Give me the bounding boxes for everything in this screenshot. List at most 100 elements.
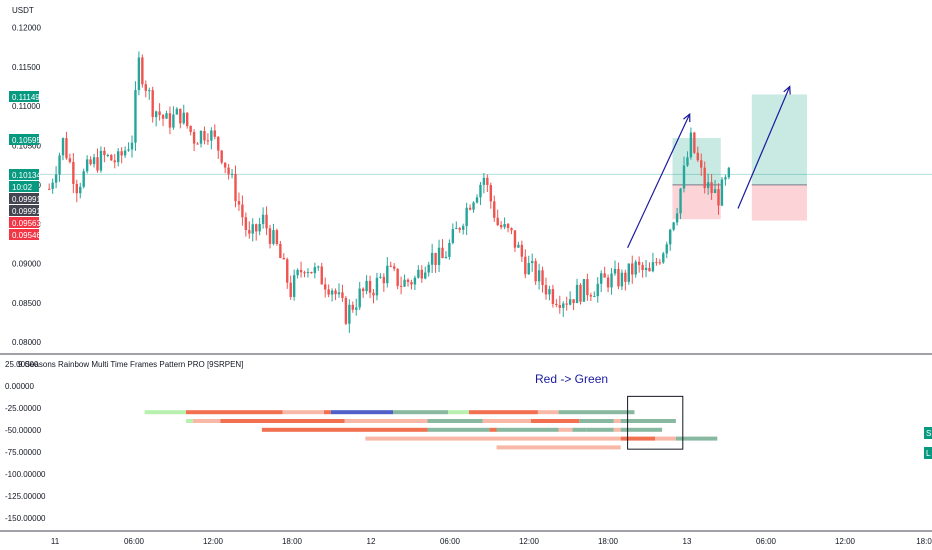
price-pane[interactable]: USDT 0.120000.115000.110000.105000.10000… (9, 6, 932, 347)
candle-body (427, 264, 430, 273)
time-tick-label: 18:0 (916, 537, 932, 546)
candle-body (565, 303, 568, 305)
price-tag-label: 0.09991 (12, 195, 41, 204)
stop-zone (751, 184, 807, 221)
candle-body (344, 297, 348, 324)
candle-body (317, 266, 320, 268)
price-tag (9, 229, 39, 240)
candle-body (537, 270, 541, 282)
candle-body (486, 177, 489, 186)
candle-body (679, 188, 682, 214)
price-tick-label: 0.11500 (12, 63, 41, 72)
candle-body (493, 201, 496, 218)
ribbon-segment (365, 436, 621, 441)
candle-body (75, 183, 78, 194)
indicator-tick-label: 25.00000 (5, 360, 39, 369)
candle-body (320, 266, 323, 285)
candle-body (451, 229, 455, 243)
candle-body (624, 272, 627, 282)
candle-body (527, 263, 530, 275)
ribbon-segment (572, 427, 587, 432)
candle-body (413, 277, 417, 285)
candle-body (172, 114, 175, 128)
ribbon-segment (558, 427, 573, 432)
candle-body (182, 112, 185, 124)
indicator-title[interactable]: 9 Seasons Rainbow Multi Time Frames Patt… (18, 360, 243, 369)
indicator-pane[interactable]: 9 Seasons Rainbow Multi Time Frames Patt… (5, 360, 932, 523)
position-tools[interactable] (672, 94, 807, 221)
candle-body (361, 288, 365, 292)
ribbon-segment (186, 419, 193, 423)
candle-body (389, 265, 392, 267)
candle-body (154, 111, 158, 118)
ribbon-segment (330, 410, 393, 415)
candle-body (696, 152, 699, 161)
candle-body (289, 282, 292, 297)
candle-body (365, 280, 368, 292)
candle-body (558, 305, 561, 308)
candle-body (334, 290, 337, 295)
candle-body (399, 285, 403, 287)
time-tick-label: 13 (683, 537, 692, 546)
candle-body (123, 150, 127, 156)
candle-body (506, 223, 510, 229)
candle-body (631, 263, 634, 275)
candle-body (379, 276, 382, 278)
candle-body (372, 292, 375, 296)
highlight-box[interactable] (627, 395, 684, 450)
candle-body (675, 213, 679, 223)
price-tag-label: 0.10595 (12, 136, 41, 145)
candle-body (641, 264, 644, 271)
ribbon-segment (586, 427, 614, 432)
candle-body (531, 261, 534, 264)
candle-body (579, 284, 582, 302)
arrow-head (783, 85, 791, 95)
candle-body (368, 280, 372, 293)
candle-body (386, 265, 389, 284)
candle-body (430, 252, 434, 265)
candle-body (479, 184, 482, 198)
candle-body (637, 261, 641, 265)
arrow-line (737, 86, 791, 209)
candle-body (199, 131, 203, 144)
ribbon-segment (220, 419, 345, 423)
time-axis: 11 06:00 12:00 18:00 12 06:00 12:00 18:00 13 06:0… (51, 537, 932, 546)
trend-arrows[interactable] (627, 85, 791, 249)
candle-body (465, 207, 468, 227)
candle-body (593, 296, 596, 298)
candle-body (117, 151, 120, 163)
candle-body (210, 130, 213, 141)
candle-body (562, 303, 565, 308)
candle-body (720, 179, 724, 206)
candle-body (555, 303, 558, 306)
candle-body (672, 222, 675, 230)
candle-body (110, 154, 113, 161)
candle-body (103, 150, 106, 156)
candle-body (462, 226, 465, 230)
candle-body (258, 223, 261, 232)
ribbon-segment (489, 427, 497, 432)
candle-body (710, 182, 713, 194)
candle-body (444, 256, 448, 259)
candle-body (517, 244, 520, 248)
ribbon-segment (427, 427, 490, 432)
candle-body (189, 125, 192, 133)
time-tick-label: 06:00 (124, 537, 145, 546)
candle-body (89, 159, 92, 165)
candle-body (106, 154, 110, 156)
price-tag (9, 217, 39, 228)
candle-body (220, 150, 223, 163)
ribbon-segment (144, 410, 186, 415)
candle-body (455, 228, 458, 230)
target-zone (751, 94, 807, 185)
candle-body (489, 185, 492, 202)
indicator-axis: 25.00000 0.00000 -25.00000 -50.00000 -75.000… (5, 360, 46, 523)
candle-body (544, 285, 548, 295)
time-tick-label: 12 (367, 537, 376, 546)
side-badge-label: L (926, 449, 931, 458)
price-tag (9, 91, 39, 102)
time-tick-label: 12:00 (203, 537, 224, 546)
ribbon-segment (482, 419, 531, 423)
annotation-text[interactable]: Red -> Green (535, 372, 608, 386)
